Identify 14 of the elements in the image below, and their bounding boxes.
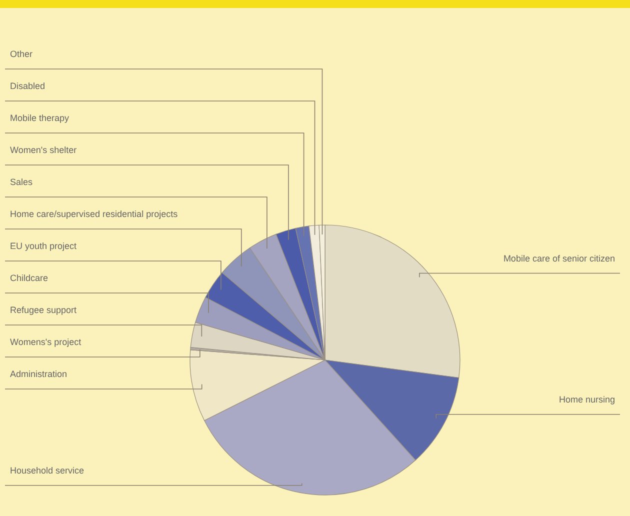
slice-label: Mobile therapy bbox=[10, 113, 70, 123]
slice-label: Administration bbox=[10, 369, 68, 379]
slice-label: Womens's project bbox=[10, 337, 82, 347]
slice-label: Mobile care of senior citizen bbox=[503, 253, 615, 264]
slice-label: Sales bbox=[10, 177, 34, 187]
slice-label: Refugee support bbox=[10, 305, 78, 315]
slice-label: Household service bbox=[10, 465, 84, 476]
slice-label: Home nursing bbox=[558, 394, 615, 404]
slice-label: Other bbox=[10, 49, 33, 59]
slice-label: Women's shelter bbox=[10, 145, 77, 155]
slice-label: Disabled bbox=[10, 81, 46, 91]
slice-label: EU youth project bbox=[10, 241, 78, 251]
slice-label: Childcare bbox=[10, 273, 48, 283]
slice-label: Home care/supervised residential projects bbox=[10, 209, 178, 219]
